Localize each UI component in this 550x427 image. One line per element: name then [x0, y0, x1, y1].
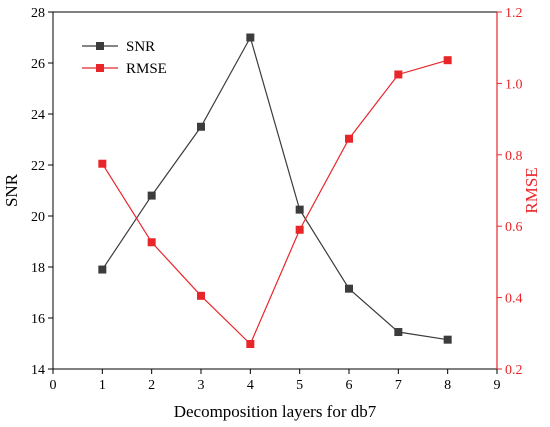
rmse-data-point	[394, 70, 403, 79]
left-y-tick-label: 18	[31, 261, 45, 276]
left-y-tick-label: 22	[31, 159, 45, 174]
left-y-tick-label: 24	[31, 108, 45, 123]
x-tick-label: 5	[296, 378, 303, 393]
legend-snr-marker	[96, 42, 104, 50]
rmse-series-line	[101, 59, 448, 346]
x-tick-label: 7	[395, 378, 402, 393]
right-y-tick-label: 0.2	[505, 363, 523, 378]
snr-data-point	[295, 205, 304, 214]
x-tick-label: 9	[494, 378, 501, 393]
snr-series-line	[101, 35, 448, 341]
snr-data-point	[197, 122, 205, 131]
snr-data-point	[443, 335, 452, 344]
right-y-tick-label: 1.2	[505, 6, 523, 21]
left-y-tick-label: 14	[31, 363, 45, 378]
snr-data-point	[246, 33, 255, 42]
left-y-tick-label: 28	[31, 6, 45, 21]
axes-layer: 0 1 2 3 4 5 6 7 8 9 14 16 18 20 22 24 26 28 0.2 0.4 0.6 0.8 1.…	[2, 6, 541, 421]
rmse-data-point	[246, 340, 255, 349]
right-y-tick-label: 1.0	[505, 77, 523, 92]
rmse-data-point	[443, 56, 452, 65]
left-y-tick-label: 26	[31, 57, 45, 72]
rmse-data-point	[345, 134, 353, 143]
x-tick-label: 6	[346, 378, 353, 393]
snr-data-point	[394, 328, 403, 337]
series-layer	[98, 33, 452, 349]
x-tick-label: 1	[99, 378, 106, 393]
right-y-tick-label: 0.4	[505, 292, 523, 307]
x-tick-label: 8	[444, 378, 451, 393]
snr-data-point	[147, 191, 156, 200]
snr-data-point	[345, 284, 353, 293]
legend: SNR RMSE	[82, 39, 167, 77]
x-tick-label: 2	[148, 378, 155, 393]
right-y-axis-title: RMSE	[522, 167, 541, 213]
rmse-data-point	[197, 291, 205, 300]
legend-snr-label: SNR	[126, 39, 155, 55]
rmse-data-point	[147, 238, 156, 247]
rmse-data-point	[98, 159, 107, 168]
legend-rmse-label: RMSE	[126, 61, 167, 77]
x-axis-title: Decomposition layers for db7	[174, 402, 377, 421]
x-tick-label: 0	[50, 378, 57, 393]
right-y-tick-label: 0.8	[505, 149, 523, 164]
right-y-tick-label: 0.6	[505, 220, 523, 235]
legend-rmse-marker	[96, 64, 104, 72]
x-tick-label: 4	[247, 378, 254, 393]
left-y-tick-label: 16	[31, 312, 45, 327]
left-y-axis-title: SNR	[2, 173, 21, 207]
rmse-data-point	[295, 225, 304, 234]
snr-data-point	[98, 265, 107, 274]
x-tick-label: 3	[198, 378, 205, 393]
left-y-tick-label: 20	[31, 210, 45, 225]
